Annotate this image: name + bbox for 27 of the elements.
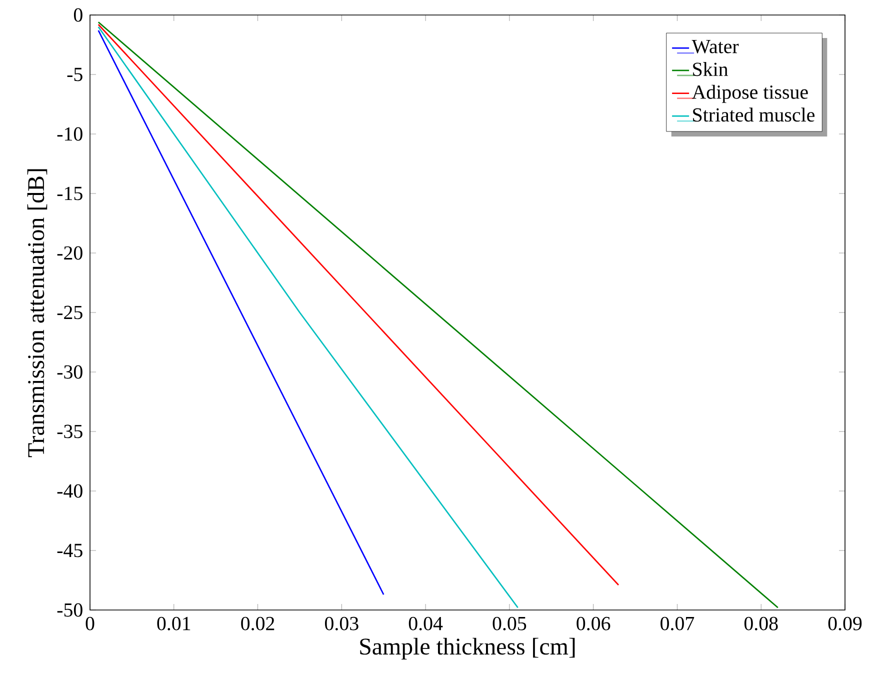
y-tick-label: -15 (57, 186, 82, 200)
y-tick-label: -50 (57, 603, 82, 617)
y-tick-label: -40 (57, 484, 82, 498)
y-tick-label: 0 (74, 8, 82, 22)
legend-label: Adipose tissue (692, 84, 808, 103)
y-tick-label: -45 (57, 544, 82, 558)
x-tick-label: 0 (86, 616, 94, 630)
x-tick-label: 0.04 (408, 616, 443, 630)
x-tick-label: 0.09 (828, 616, 862, 630)
y-tick-label: -10 (57, 127, 82, 141)
y-tick-label: -25 (57, 306, 82, 320)
legend-label: Water (692, 40, 739, 54)
x-tick-label: 0.05 (492, 616, 526, 630)
y-tick-label: -5 (67, 68, 82, 82)
y-tick-label: -30 (57, 365, 82, 379)
x-tick-label: 0.03 (324, 616, 358, 630)
legend-label: Skin (693, 62, 728, 76)
y-tick-label: -35 (57, 424, 82, 438)
x-tick-label: 0.06 (576, 616, 610, 630)
x-tick-label: 0.01 (157, 616, 190, 630)
y-tick-label: -20 (57, 246, 82, 260)
x-axis-title: Sample thickness [cm] (360, 638, 575, 660)
x-tick-label: 0.02 (241, 616, 274, 630)
x-tick-label: 0.07 (660, 616, 694, 630)
y-axis-title: Transmission attenuation [dB] (27, 169, 48, 458)
x-tick-label: 0.08 (744, 616, 778, 630)
legend-label: Striated muscle (693, 108, 814, 122)
